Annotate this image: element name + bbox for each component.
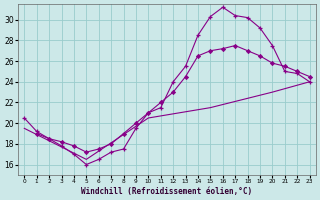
X-axis label: Windchill (Refroidissement éolien,°C): Windchill (Refroidissement éolien,°C) [81,187,252,196]
